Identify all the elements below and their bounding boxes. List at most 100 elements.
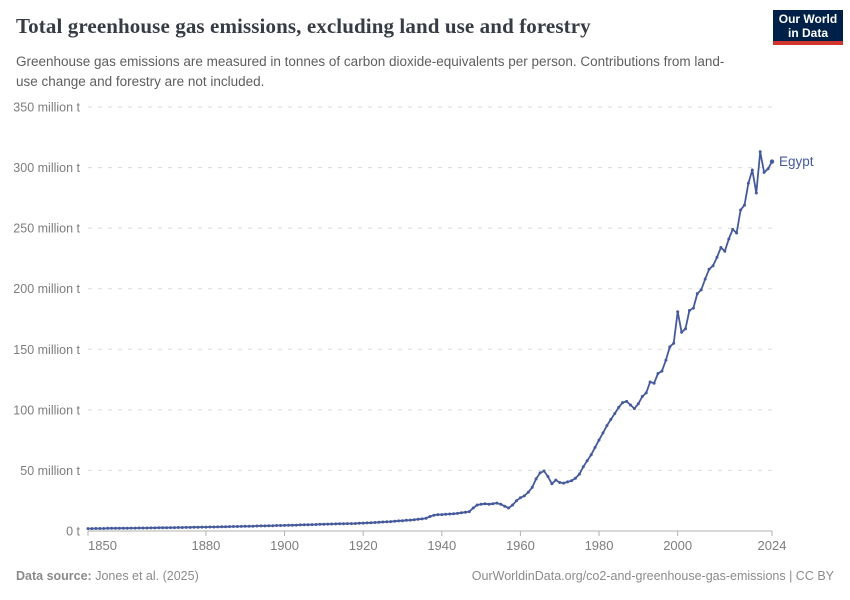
- y-tick-label: 300 million t: [13, 161, 80, 175]
- data-point-marker: [644, 391, 648, 395]
- data-point-marker: [597, 438, 601, 442]
- owid-logo-line1: Our World: [778, 11, 838, 26]
- y-axis-labels: 0 t 50 million t 100 million t 150 million …: [13, 101, 80, 539]
- data-point-marker: [216, 525, 220, 529]
- data-point-marker: [554, 478, 558, 482]
- data-point-marker: [110, 526, 114, 530]
- data-point-marker: [145, 526, 149, 530]
- data-point-marker: [448, 512, 452, 516]
- data-point-marker: [699, 288, 703, 292]
- data-point-marker: [475, 503, 479, 507]
- data-point-marker: [664, 358, 668, 362]
- data-point-marker: [542, 469, 546, 473]
- data-point-marker: [129, 526, 133, 530]
- data-point-marker: [668, 345, 672, 349]
- data-point-marker: [294, 523, 298, 527]
- data-point-marker: [161, 526, 165, 530]
- data-point-marker: [758, 150, 762, 154]
- data-point-marker: [636, 402, 640, 406]
- data-point-marker: [467, 510, 471, 514]
- data-point-marker: [593, 445, 597, 449]
- data-point-marker: [133, 526, 137, 530]
- data-point-marker: [176, 526, 180, 529]
- data-point-marker: [577, 472, 581, 476]
- data-point-marker: [558, 481, 562, 484]
- data-point-marker: [617, 405, 621, 409]
- data-point-marker: [499, 502, 503, 506]
- data-point-marker: [754, 191, 758, 195]
- data-point-marker: [121, 526, 125, 530]
- data-point-marker: [361, 521, 365, 525]
- data-point-marker: [522, 494, 526, 498]
- data-point-marker: [322, 522, 326, 526]
- data-point-marker: [306, 523, 310, 527]
- data-point-marker: [629, 403, 632, 407]
- data-point-marker: [180, 526, 184, 529]
- data-point-marker: [259, 524, 263, 528]
- y-tick-label: 0 t: [66, 525, 80, 539]
- data-point-marker: [589, 453, 593, 457]
- data-point-marker: [511, 503, 515, 507]
- data-point-marker: [581, 465, 585, 469]
- data-point-marker: [200, 525, 204, 529]
- owid-url-link[interactable]: OurWorldinData.org/co2-and-greenhouse-ga…: [471, 569, 834, 583]
- data-point-marker: [487, 502, 491, 506]
- owid-logo-line2: in Data: [787, 25, 828, 40]
- data-point-marker: [255, 524, 259, 528]
- data-point-marker: [566, 480, 570, 484]
- data-point-marker: [369, 521, 373, 525]
- data-point-marker: [408, 518, 412, 522]
- x-tick-label: 1850: [88, 538, 117, 553]
- x-tick-label: 1940: [427, 538, 456, 553]
- data-point-marker: [743, 203, 746, 207]
- y-tick-label: 250 million t: [13, 222, 80, 236]
- data-point-marker: [188, 525, 192, 529]
- data-point-marker: [330, 522, 334, 526]
- data-point-marker: [503, 504, 507, 508]
- data-point-marker: [228, 525, 231, 529]
- data-point-marker: [495, 501, 499, 505]
- data-point-marker: [212, 525, 216, 529]
- data-point-marker: [570, 479, 573, 483]
- y-tick-label: 100 million t: [13, 403, 80, 417]
- data-point-marker: [125, 526, 129, 530]
- data-point-marker: [605, 424, 609, 428]
- data-point-marker: [90, 527, 94, 531]
- data-point-marker: [412, 518, 416, 522]
- data-point-marker: [401, 519, 404, 523]
- chart-footer: Data source: Jones et al. (2025) OurWorl…: [16, 565, 834, 587]
- data-point-marker: [377, 520, 381, 524]
- data-point-marker: [98, 527, 102, 530]
- data-source-value: Jones et al. (2025): [91, 569, 199, 583]
- series-entity-label[interactable]: Egypt: [779, 154, 814, 169]
- data-point-marker: [275, 524, 279, 527]
- data-point-marker: [243, 524, 247, 528]
- data-point-marker: [750, 168, 754, 172]
- data-point-marker: [601, 431, 605, 435]
- x-tick-label: 1920: [349, 538, 378, 553]
- data-source: Data source: Jones et al. (2025): [16, 569, 199, 583]
- data-point-marker: [459, 511, 463, 515]
- data-point-marker: [165, 526, 169, 530]
- data-point-marker: [247, 524, 251, 528]
- data-point-marker: [440, 513, 444, 517]
- data-point-marker: [656, 372, 660, 375]
- data-point-marker: [357, 521, 361, 525]
- data-point-marker: [224, 525, 228, 529]
- data-point-marker: [173, 526, 176, 530]
- data-point-marker: [149, 526, 153, 530]
- data-point-marker: [746, 181, 750, 185]
- data-point-marker: [385, 520, 389, 524]
- data-point-marker: [507, 506, 511, 510]
- data-point-marker: [518, 496, 522, 500]
- data-point-marker: [157, 526, 161, 530]
- data-point-marker: [573, 476, 577, 480]
- data-point-marker: [585, 459, 589, 463]
- data-point-marker: [117, 526, 121, 530]
- data-point-marker: [436, 513, 440, 517]
- data-point-marker: [538, 471, 542, 475]
- chart-title: Total greenhouse gas emissions, excludin…: [16, 14, 591, 38]
- data-point-marker: [660, 369, 664, 373]
- data-point-marker: [298, 523, 302, 527]
